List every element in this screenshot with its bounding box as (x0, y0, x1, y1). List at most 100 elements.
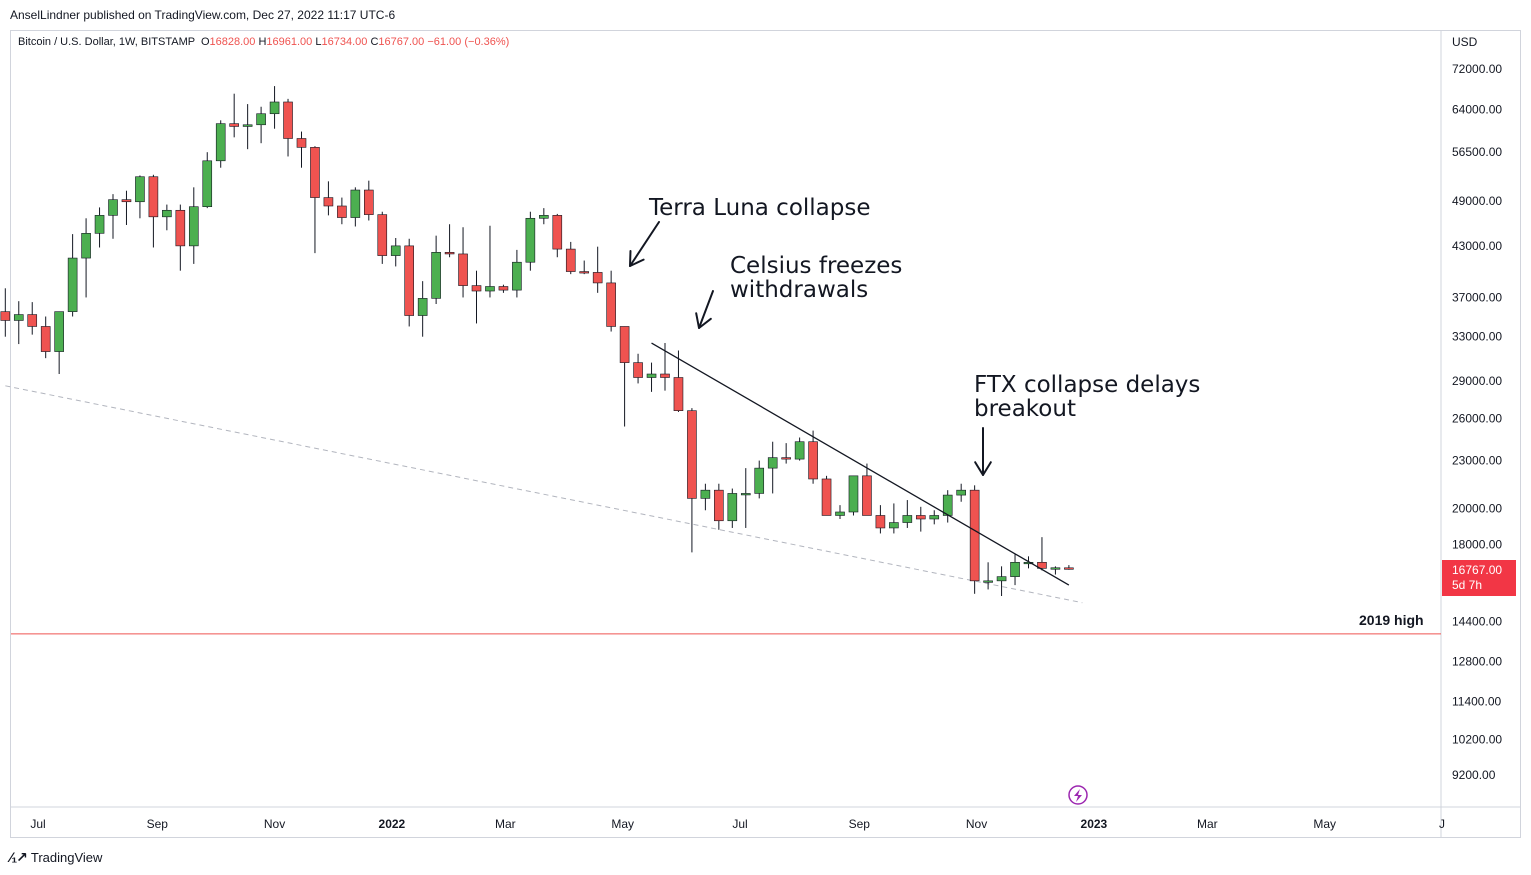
high-value: 16961.00 (266, 36, 313, 48)
time-tick-label: Jul (30, 817, 45, 831)
candle (81, 218, 91, 298)
candle-body-down (498, 286, 509, 291)
arrow-terra-luna-icon (629, 221, 660, 267)
candle (512, 249, 522, 298)
candle (1064, 565, 1074, 570)
candle (969, 485, 980, 594)
price-tick-label: 49000.00 (1452, 194, 1502, 208)
candle (40, 316, 51, 359)
candle (27, 302, 38, 335)
annotation-terra-luna: Terra Luna collapse (649, 195, 871, 221)
time-tick-label: J (1439, 817, 1445, 831)
candle (902, 500, 913, 528)
price-tick-label: 18000.00 (1452, 538, 1502, 552)
candle (54, 311, 64, 375)
candle-body-down (862, 475, 872, 516)
candle-body-down (283, 101, 293, 139)
candle (539, 208, 549, 225)
candle-body-up (202, 160, 213, 208)
candle (942, 490, 953, 523)
lightning-icon[interactable] (1068, 785, 1088, 805)
last-price-value: 16767.00 (1452, 563, 1503, 577)
candle (256, 106, 266, 144)
candle-body-up (754, 467, 765, 494)
time-tick-label: Nov (966, 817, 987, 831)
tradingview-logo-icon: ⁄₁↗ (10, 849, 28, 865)
candle-body-down (592, 272, 603, 284)
candle-body-up (108, 199, 118, 216)
candle-body-up (81, 233, 91, 259)
candle (364, 180, 374, 221)
candle (862, 463, 872, 516)
publisher-caption: AnselLindner published on TradingView.co… (10, 8, 396, 22)
candle (565, 241, 576, 275)
time-tick-label: Mar (495, 817, 516, 831)
candle (929, 510, 940, 525)
candle (754, 460, 765, 499)
candle (444, 224, 455, 258)
chart-frame (10, 30, 1521, 838)
price-tick-label: 20000.00 (1452, 502, 1502, 516)
candle-body-down (633, 362, 643, 378)
candle-body-up (889, 522, 899, 529)
candle (592, 246, 603, 293)
candle (700, 483, 711, 511)
candle (767, 441, 778, 494)
time-tick-label: Mar (1197, 817, 1218, 831)
candle-body-down (660, 373, 670, 378)
candle-body-up (794, 441, 805, 460)
candle-body-down (0, 311, 11, 321)
time-tick-label: Nov (264, 817, 285, 831)
candle (579, 260, 590, 275)
time-tick-label: Jul (732, 817, 747, 831)
candle (740, 468, 751, 528)
candle-body-down (296, 138, 307, 148)
tradingview-logo[interactable]: ⁄₁↗ TradingView (10, 849, 102, 866)
candle (67, 234, 78, 317)
candle-body-up (1050, 567, 1061, 570)
candle-body-up (350, 189, 361, 218)
symbol-name: Bitcoin / U.S. Dollar, 1W, BITSTAMP (18, 36, 195, 48)
candle (269, 86, 280, 129)
time-tick-label: Sep (147, 817, 169, 831)
support-dashed-line (5, 385, 1083, 604)
price-tick-label: 72000.00 (1452, 62, 1502, 76)
candle (337, 197, 347, 225)
annotation-celsius: Celsius freezes withdrawals (730, 253, 903, 303)
candle-body-down (579, 271, 590, 274)
open-label: O (200, 36, 210, 48)
candle (1050, 566, 1061, 575)
low-value: 16734.00 (321, 36, 368, 48)
candle-body-down (673, 377, 684, 411)
candle (485, 225, 495, 298)
candle (646, 362, 657, 392)
candle-body-up (162, 209, 172, 218)
currency-label[interactable]: USD (1452, 35, 1478, 49)
candle-body-up (94, 215, 105, 234)
candle-body-down (404, 245, 414, 316)
candle (229, 93, 239, 138)
price-tick-label: 33000.00 (1452, 330, 1502, 344)
low-label: L (315, 36, 322, 48)
candle-body-down (565, 248, 576, 272)
candle-body-up (983, 580, 993, 583)
candle-body-down (875, 515, 886, 529)
candle (983, 562, 993, 590)
candle (135, 175, 145, 219)
candle (835, 505, 845, 519)
candle (673, 350, 684, 412)
candle (296, 131, 307, 168)
candle-body-down (27, 314, 38, 327)
candle (1037, 537, 1047, 571)
candle-body-down (606, 282, 616, 327)
candle-body-up (242, 124, 253, 127)
candle-body-up (417, 298, 428, 316)
candle-body-down (377, 214, 388, 256)
candle (188, 187, 199, 264)
price-tick-label: 10200.00 (1452, 733, 1502, 747)
candle (390, 237, 401, 267)
candle (606, 270, 616, 332)
candle (417, 281, 428, 337)
price-tick-label: 11400.00 (1452, 694, 1501, 708)
